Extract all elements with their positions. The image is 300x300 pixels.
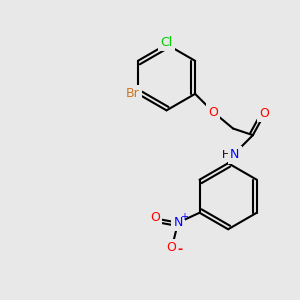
Text: +: + [180,212,188,222]
Text: Br: Br [126,87,140,101]
Text: O: O [150,211,160,224]
Text: Cl: Cl [160,36,172,49]
Text: N: N [230,148,239,161]
Text: N: N [173,216,183,229]
Text: O: O [260,107,269,120]
Text: O: O [208,106,218,118]
Text: -: - [178,243,183,256]
Text: O: O [167,241,176,254]
Text: H: H [222,150,231,160]
